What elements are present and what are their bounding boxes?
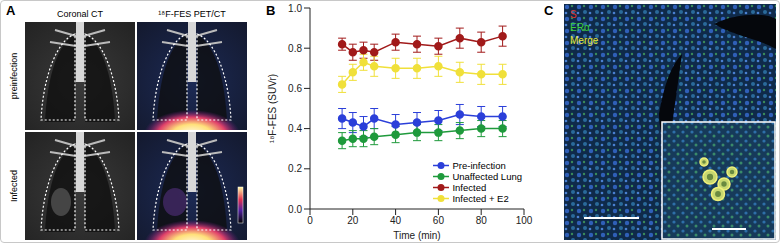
svg-text:Time (min): Time (min)	[393, 230, 440, 241]
html-text:Pre-infection: Pre-infection	[452, 160, 506, 171]
svg-text:0.4: 0.4	[288, 123, 302, 134]
html-text:ERα: ERα	[570, 22, 590, 33]
html-text:¹⁸F-FES PET/CT: ¹⁸F-FES PET/CT	[158, 9, 226, 19]
html-text:Infected: Infected	[452, 182, 487, 193]
svg-text:0.8: 0.8	[288, 43, 302, 54]
html-text:Merge: Merge	[570, 35, 599, 46]
svg-text:0: 0	[307, 215, 313, 226]
svg-text:20: 20	[347, 215, 359, 226]
html-text:S: S	[570, 9, 577, 20]
html-text:Infected + E2: Infected + E2	[452, 193, 509, 204]
html-text:C: C	[544, 3, 554, 18]
svg-text:0.0: 0.0	[288, 204, 302, 215]
svg-text:0.2: 0.2	[288, 163, 302, 174]
html-text:Infected: Infected	[9, 170, 19, 202]
svg-text:60: 60	[433, 215, 445, 226]
svg-text:1.0: 1.0	[288, 3, 302, 14]
html-text:A: A	[6, 3, 16, 18]
svg-text:80: 80	[476, 215, 488, 226]
svg-text:0.6: 0.6	[288, 83, 302, 94]
svg-text:100: 100	[516, 215, 533, 226]
html-text:Coronal CT: Coronal CT	[57, 9, 103, 19]
html-text:B: B	[266, 3, 276, 18]
html-text:Unaffected Lung: Unaffected Lung	[452, 171, 522, 182]
html-text:preinfection: preinfection	[9, 52, 19, 100]
svg-text:¹⁸F-FES (SUVr): ¹⁸F-FES (SUVr)	[267, 74, 278, 143]
svg-text:40: 40	[390, 215, 402, 226]
